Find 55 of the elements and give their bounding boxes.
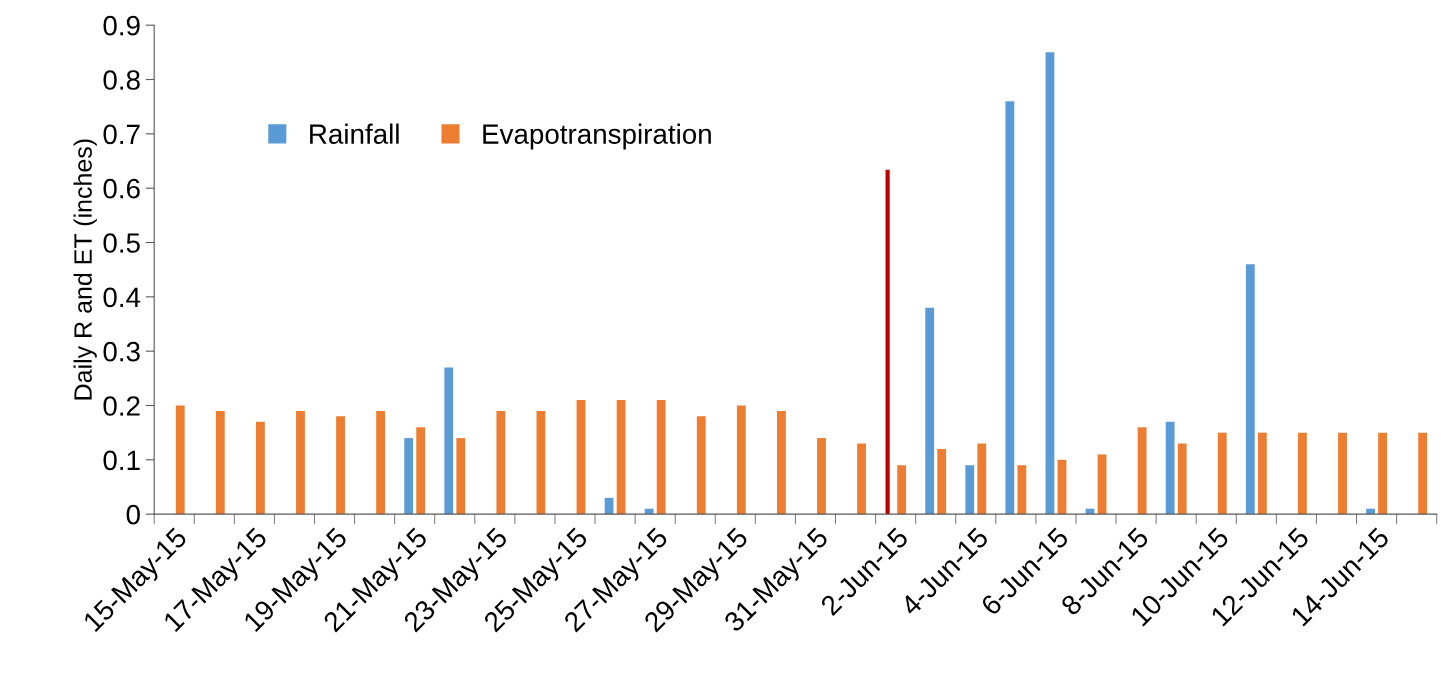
bar xyxy=(1005,101,1015,515)
bar xyxy=(777,410,786,515)
bar xyxy=(1057,459,1067,515)
bar xyxy=(644,508,654,515)
bar xyxy=(1097,454,1107,515)
bar xyxy=(215,410,225,515)
legend-label: Rainfall xyxy=(310,123,399,144)
bar xyxy=(1017,465,1027,515)
bar xyxy=(1366,508,1375,515)
bar xyxy=(857,443,866,515)
bar xyxy=(1418,432,1428,515)
bar xyxy=(296,410,305,515)
bar xyxy=(817,438,826,515)
y-axis-title: Daily R and ET (inches) xyxy=(73,139,97,400)
bar xyxy=(1137,427,1147,515)
bar xyxy=(616,400,626,515)
bar xyxy=(456,438,466,515)
y-tick-label: 0.8 xyxy=(103,70,140,90)
bar xyxy=(937,448,947,515)
bar xyxy=(1338,432,1347,515)
bar xyxy=(656,400,666,515)
y-tick-label: 0.5 xyxy=(103,233,140,253)
bar xyxy=(444,367,454,515)
bar xyxy=(336,416,345,515)
bar xyxy=(1298,432,1307,515)
bar xyxy=(1045,52,1055,515)
y-tick-label: 0 xyxy=(126,504,140,525)
y-tick-label: 0.4 xyxy=(103,287,141,308)
bar xyxy=(536,410,546,515)
y-tick-label: 0.1 xyxy=(103,450,140,471)
bar xyxy=(696,416,706,515)
bar xyxy=(925,307,935,515)
y-tick-label: 0.7 xyxy=(103,124,140,145)
bar xyxy=(1245,264,1255,515)
legend-label: Evapotranspiration xyxy=(483,123,711,150)
bar xyxy=(1378,432,1387,515)
bar xyxy=(496,410,506,515)
bar xyxy=(376,410,386,515)
bar xyxy=(1165,421,1175,515)
bar xyxy=(1177,443,1187,515)
bar xyxy=(977,443,987,515)
y-tick-label: 0.3 xyxy=(103,341,140,362)
y-tick-label: 0.2 xyxy=(103,396,140,416)
bar xyxy=(576,400,586,515)
y-tick-label: 0.9 xyxy=(103,15,140,36)
bar xyxy=(736,405,746,515)
bar xyxy=(897,465,907,515)
bar xyxy=(1257,432,1267,515)
bar xyxy=(175,405,185,515)
bar xyxy=(965,465,975,515)
bar xyxy=(416,427,426,515)
bar xyxy=(404,438,414,515)
bar xyxy=(255,421,265,515)
bar xyxy=(1217,432,1227,515)
y-tick-label: 0.6 xyxy=(103,178,140,199)
